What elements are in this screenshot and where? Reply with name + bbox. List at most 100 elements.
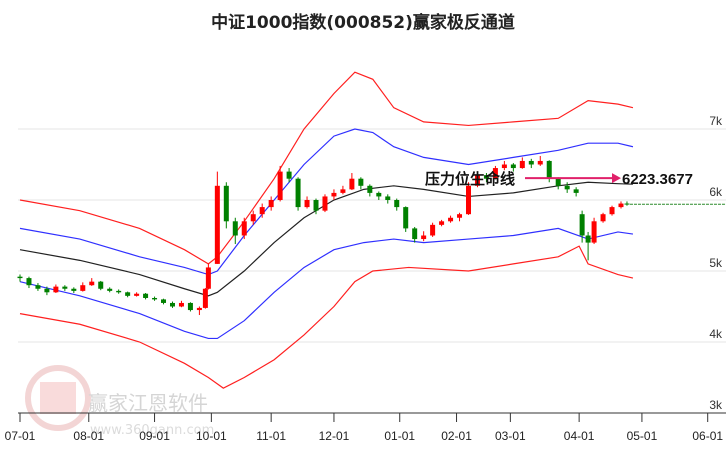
candle-down [152, 297, 158, 300]
candle-down [187, 302, 193, 311]
candle-down [385, 196, 391, 200]
candle-down [412, 228, 418, 240]
candle-down [528, 160, 534, 165]
band-upper-outer [19, 71, 634, 265]
candle-down [125, 292, 131, 296]
band-upper-inner [19, 128, 634, 276]
watermark: 赢家江恩软件 www.360gann.com [25, 365, 214, 438]
candle-down [555, 178, 561, 186]
candle-down [510, 164, 516, 169]
candle-down [35, 285, 41, 289]
watermark-seal-ring [25, 365, 91, 431]
candle-down [624, 203, 630, 205]
candle-down [44, 288, 50, 293]
candle-up [492, 168, 498, 179]
candle-up [439, 221, 445, 225]
candle-up [430, 224, 436, 236]
watermark-seal [40, 382, 76, 414]
candle-up [205, 267, 211, 289]
y-tick-label: 3k [709, 398, 723, 412]
watermark-url: www.360gann.com [90, 423, 214, 438]
candle-down [71, 288, 77, 291]
candle-up [268, 200, 274, 208]
candle-down [62, 286, 68, 289]
candle-up [474, 175, 480, 186]
candle-up [618, 203, 624, 208]
annotation-value: 6223.3677 [622, 171, 693, 188]
candle-up [421, 235, 427, 240]
candle-up [241, 221, 247, 236]
candle-down [403, 207, 409, 229]
candle-up [600, 214, 606, 222]
x-tick-label: 12-01 [319, 429, 350, 443]
y-tick-label: 6k [709, 185, 723, 199]
candle-down [483, 175, 489, 179]
candle-down [585, 235, 591, 243]
candle-up [322, 196, 328, 211]
candle-up [178, 302, 184, 307]
candle-down [223, 185, 229, 222]
x-tick-label: 05-01 [627, 429, 658, 443]
candle-down [564, 185, 570, 190]
candle-down [546, 160, 552, 179]
candle-up [537, 160, 543, 165]
candle-down [26, 278, 32, 286]
candle-up [277, 171, 283, 200]
x-tick-label: 06-01 [692, 429, 723, 443]
candle-down [358, 178, 364, 186]
candle-up [448, 217, 454, 222]
x-tick-label: 10-01 [196, 429, 227, 443]
candle-down [17, 276, 23, 279]
candle-down [573, 189, 579, 193]
candle-down [98, 281, 104, 289]
x-tick-label: 02-01 [441, 429, 472, 443]
x-tick-label: 04-01 [564, 429, 595, 443]
candle-down [143, 293, 149, 298]
candle-down [286, 171, 292, 179]
candle-down [376, 192, 382, 197]
x-tick-label: 11-01 [256, 429, 286, 443]
candle-up [80, 285, 86, 291]
candle-up [89, 281, 95, 286]
chart-title: 中证1000指数(000852)赢家极反通道 [211, 13, 515, 33]
candle-down [313, 200, 319, 211]
candle-up [609, 207, 615, 215]
candle-up [304, 200, 310, 208]
band-lower-inner [19, 227, 634, 340]
candle-up [196, 307, 202, 311]
arrow-head-icon [612, 173, 621, 184]
candle-up [501, 164, 507, 169]
candle-up [591, 221, 597, 243]
candle-down [107, 288, 113, 291]
candle-up [134, 293, 140, 296]
band-lower-outer [19, 245, 634, 389]
annotation-label: 压力位生命线 [425, 170, 515, 188]
candle-down [161, 299, 167, 303]
candle-down [116, 290, 122, 293]
candle-up [340, 189, 346, 193]
candle-down [295, 178, 301, 208]
candle-down [394, 200, 400, 208]
candle-down [579, 214, 585, 236]
x-tick-label: 08-01 [73, 429, 104, 443]
y-tick-label: 7k [709, 114, 723, 128]
candle-up [457, 214, 463, 218]
candle-up [331, 192, 337, 197]
candle-up [250, 214, 256, 222]
x-tick-label: 09-01 [139, 429, 170, 443]
candle-up [349, 178, 355, 190]
x-tick-label: 07-01 [5, 429, 36, 443]
watermark-name: 赢家江恩软件 [88, 391, 208, 415]
candle-up [519, 160, 525, 169]
x-tick-label: 01-01 [384, 429, 415, 443]
candle-down [367, 185, 373, 193]
candle-up [259, 207, 265, 215]
x-tick-label: 03-01 [495, 429, 526, 443]
candle-up [53, 286, 59, 293]
y-tick-label: 5k [709, 256, 723, 270]
candle-down [169, 302, 175, 307]
candle-up [202, 288, 208, 308]
candle-up [466, 185, 471, 215]
candle-up [214, 185, 220, 264]
